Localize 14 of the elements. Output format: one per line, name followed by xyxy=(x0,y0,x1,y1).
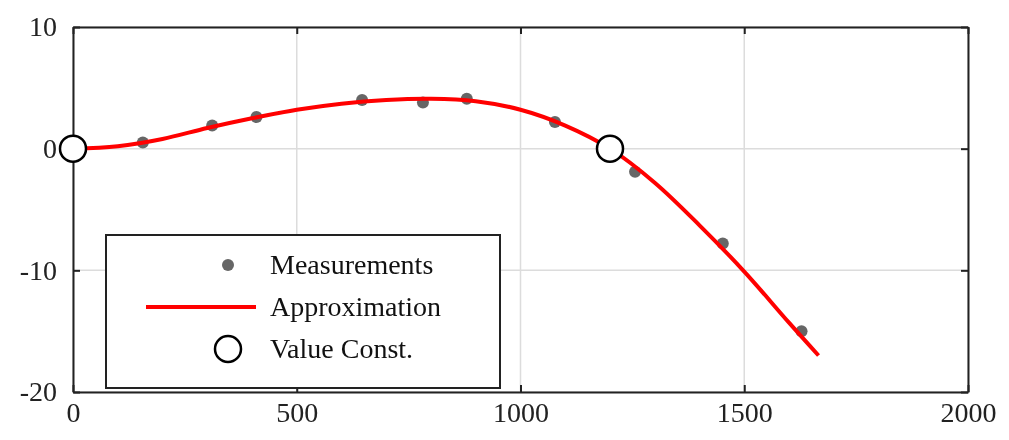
x-tick-label: 500 xyxy=(276,396,319,428)
x-tick-label: 2000 xyxy=(940,396,997,428)
legend-label: Value Const. xyxy=(270,333,414,364)
point xyxy=(595,134,625,163)
y-tick-label: -10 xyxy=(19,254,57,286)
y-tick-label: 0 xyxy=(43,133,57,165)
x-tick-label: 0 xyxy=(66,396,81,428)
y-tick-label: 10 xyxy=(29,11,57,43)
x-tick-label: 1500 xyxy=(716,396,773,428)
x-tick-label: 1000 xyxy=(493,396,549,428)
y-tick-label: -20 xyxy=(19,376,57,408)
legend-label: Approximation xyxy=(270,291,442,322)
legend-label: Measurements xyxy=(270,249,434,280)
point xyxy=(58,134,88,163)
